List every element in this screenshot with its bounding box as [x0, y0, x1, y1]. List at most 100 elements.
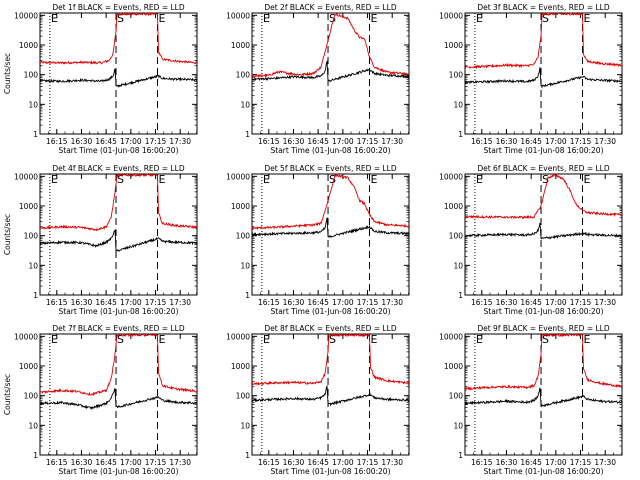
x-tick-label: 17:00	[332, 458, 354, 467]
marker-label: E	[51, 173, 58, 186]
x-tick-label: 16:30	[283, 298, 305, 307]
x-tick-label: 17:00	[545, 298, 567, 307]
y-tick-label: 1000	[444, 202, 463, 211]
series-lld-line	[40, 174, 197, 232]
series-events-line	[465, 222, 622, 240]
panel-title: Det 8f BLACK = Events, RED = LLD	[264, 324, 397, 333]
y-tick-label: 1	[458, 451, 463, 460]
y-tick-label: 1000	[444, 362, 463, 371]
marker-label: E	[476, 12, 483, 25]
marker-label: E	[584, 12, 591, 25]
marker-label: E	[371, 173, 378, 186]
y-tick-label: 1	[458, 291, 463, 300]
x-tick-label: 17:30	[381, 137, 403, 146]
y-tick-label: 100	[449, 392, 464, 401]
marker-label: E	[51, 333, 58, 346]
y-tick-label: 100	[24, 71, 39, 80]
y-tick-label: 100	[24, 232, 39, 241]
y-axis-label: Counts/sec	[3, 374, 12, 415]
plot-frame	[464, 173, 623, 296]
panel-title: Det 4f BLACK = Events, RED = LLD	[52, 164, 185, 173]
x-tick-label: 16:30	[496, 137, 518, 146]
marker-label: E	[476, 173, 483, 186]
x-tick-label: 16:45	[95, 137, 117, 146]
y-tick-label: 10000	[439, 172, 463, 181]
x-tick-label: 17:15	[570, 298, 592, 307]
panel-det-5: Det 5f BLACK = Events, RED = LLD 1 10 100 10…	[226, 164, 410, 316]
y-tick-label: 10	[240, 421, 250, 430]
x-tick-label: 17:15	[145, 298, 167, 307]
marker-label: E	[159, 12, 166, 25]
y-tick-label: 10000	[14, 332, 38, 341]
y-tick-label: 1	[245, 291, 250, 300]
x-tick-label: 17:00	[120, 298, 142, 307]
x-tick-label: 17:00	[332, 137, 354, 146]
y-tick-label: 100	[236, 71, 251, 80]
panel-det-9: Det 9f BLACK = Events, RED = LLD 1 10 100 10…	[439, 324, 623, 476]
marker-label: E	[584, 173, 591, 186]
marker-label: E	[476, 333, 483, 346]
panel-title: Det 7f BLACK = Events, RED = LLD	[52, 324, 185, 333]
x-axis-label: Start Time (01-Jun-08 16:00:20)	[484, 467, 604, 476]
series-lld-line	[252, 174, 409, 231]
series-lld-line	[465, 334, 622, 392]
y-tick-label: 10000	[226, 172, 250, 181]
x-tick-label: 17:15	[570, 137, 592, 146]
y-tick-label: 10	[240, 261, 250, 270]
series-lld-line	[40, 334, 197, 396]
y-tick-label: 10000	[14, 11, 38, 20]
y-tick-label: 10000	[226, 11, 250, 20]
x-axis-label: Start Time (01-Jun-08 16:00:20)	[271, 467, 391, 476]
x-tick-label: 17:30	[381, 298, 403, 307]
y-tick-label: 1000	[231, 202, 250, 211]
y-tick-label: 1000	[231, 362, 250, 371]
x-tick-label: 17:15	[145, 458, 167, 467]
x-tick-label: 16:45	[520, 458, 542, 467]
panel-det-7: Det 7f BLACK = Events, RED = LLD 1 10 100 10…	[3, 324, 198, 476]
marker-label: E	[371, 12, 378, 25]
y-tick-label: 100	[24, 392, 39, 401]
x-tick-label: 16:45	[95, 298, 117, 307]
series-events-line	[40, 388, 197, 411]
x-tick-label: 16:30	[283, 137, 305, 146]
panel-det-4: Det 4f BLACK = Events, RED = LLD 1 10 100 10…	[3, 164, 198, 316]
x-tick-label: 17:00	[545, 458, 567, 467]
x-tick-label: 16:45	[95, 458, 117, 467]
x-tick-label: 17:15	[570, 458, 592, 467]
y-tick-label: 1000	[231, 41, 250, 50]
plot-frame	[39, 173, 198, 296]
panel-title: Det 6f BLACK = Events, RED = LLD	[477, 164, 610, 173]
marker-label: S	[329, 173, 336, 186]
y-tick-label: 100	[236, 392, 251, 401]
y-tick-label: 1	[245, 451, 250, 460]
marker-label: S	[542, 173, 549, 186]
y-tick-label: 1000	[19, 202, 38, 211]
plot-frame	[251, 333, 410, 456]
panel-det-1: Det 1f BLACK = Events, RED = LLD 1 10 100 10…	[3, 3, 198, 155]
x-tick-label: 16:45	[307, 137, 329, 146]
panel-title: Det 1f BLACK = Events, RED = LLD	[52, 3, 185, 12]
y-tick-label: 10000	[439, 332, 463, 341]
marker-label: S	[117, 173, 124, 186]
panel-det-3: Det 3f BLACK = Events, RED = LLD 1 10 100 10…	[439, 3, 623, 155]
x-tick-label: 17:00	[545, 137, 567, 146]
y-tick-label: 10000	[226, 332, 250, 341]
y-tick-label: 1000	[19, 41, 38, 50]
marker-label: E	[159, 333, 166, 346]
series-events-line	[40, 229, 197, 253]
x-tick-label: 17:30	[381, 458, 403, 467]
series-lld-line	[252, 334, 409, 387]
series-lld-line	[465, 174, 622, 220]
x-tick-label: 16:45	[520, 137, 542, 146]
marker-label: E	[263, 173, 270, 186]
x-tick-label: 17:30	[594, 298, 616, 307]
series-events-line	[40, 68, 197, 88]
y-tick-label: 100	[449, 232, 464, 241]
x-tick-label: 16:15	[46, 137, 68, 146]
x-tick-label: 17:30	[594, 137, 616, 146]
y-tick-label: 10	[28, 100, 38, 109]
series-events-line	[465, 67, 622, 89]
x-tick-label: 16:45	[307, 298, 329, 307]
x-tick-label: 16:15	[46, 458, 68, 467]
panel-title: Det 2f BLACK = Events, RED = LLD	[264, 3, 397, 12]
